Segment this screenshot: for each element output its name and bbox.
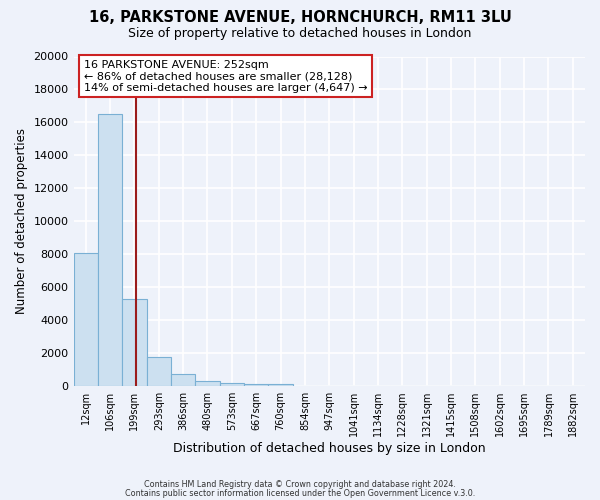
- Text: Contains HM Land Registry data © Crown copyright and database right 2024.: Contains HM Land Registry data © Crown c…: [144, 480, 456, 489]
- Bar: [196, 381, 220, 386]
- Y-axis label: Number of detached properties: Number of detached properties: [15, 128, 28, 314]
- Bar: [171, 374, 196, 386]
- Text: 16, PARKSTONE AVENUE, HORNCHURCH, RM11 3LU: 16, PARKSTONE AVENUE, HORNCHURCH, RM11 3…: [89, 10, 511, 25]
- Text: Size of property relative to detached houses in London: Size of property relative to detached ho…: [128, 28, 472, 40]
- Text: 16 PARKSTONE AVENUE: 252sqm
← 86% of detached houses are smaller (28,128)
14% of: 16 PARKSTONE AVENUE: 252sqm ← 86% of det…: [84, 60, 367, 93]
- Bar: [244, 384, 268, 386]
- Bar: [122, 298, 146, 386]
- Bar: [98, 114, 122, 386]
- Bar: [146, 357, 171, 386]
- Bar: [220, 383, 244, 386]
- Bar: [74, 252, 98, 386]
- Text: Contains public sector information licensed under the Open Government Licence v.: Contains public sector information licen…: [125, 489, 475, 498]
- X-axis label: Distribution of detached houses by size in London: Distribution of detached houses by size …: [173, 442, 485, 455]
- Bar: [268, 384, 293, 386]
